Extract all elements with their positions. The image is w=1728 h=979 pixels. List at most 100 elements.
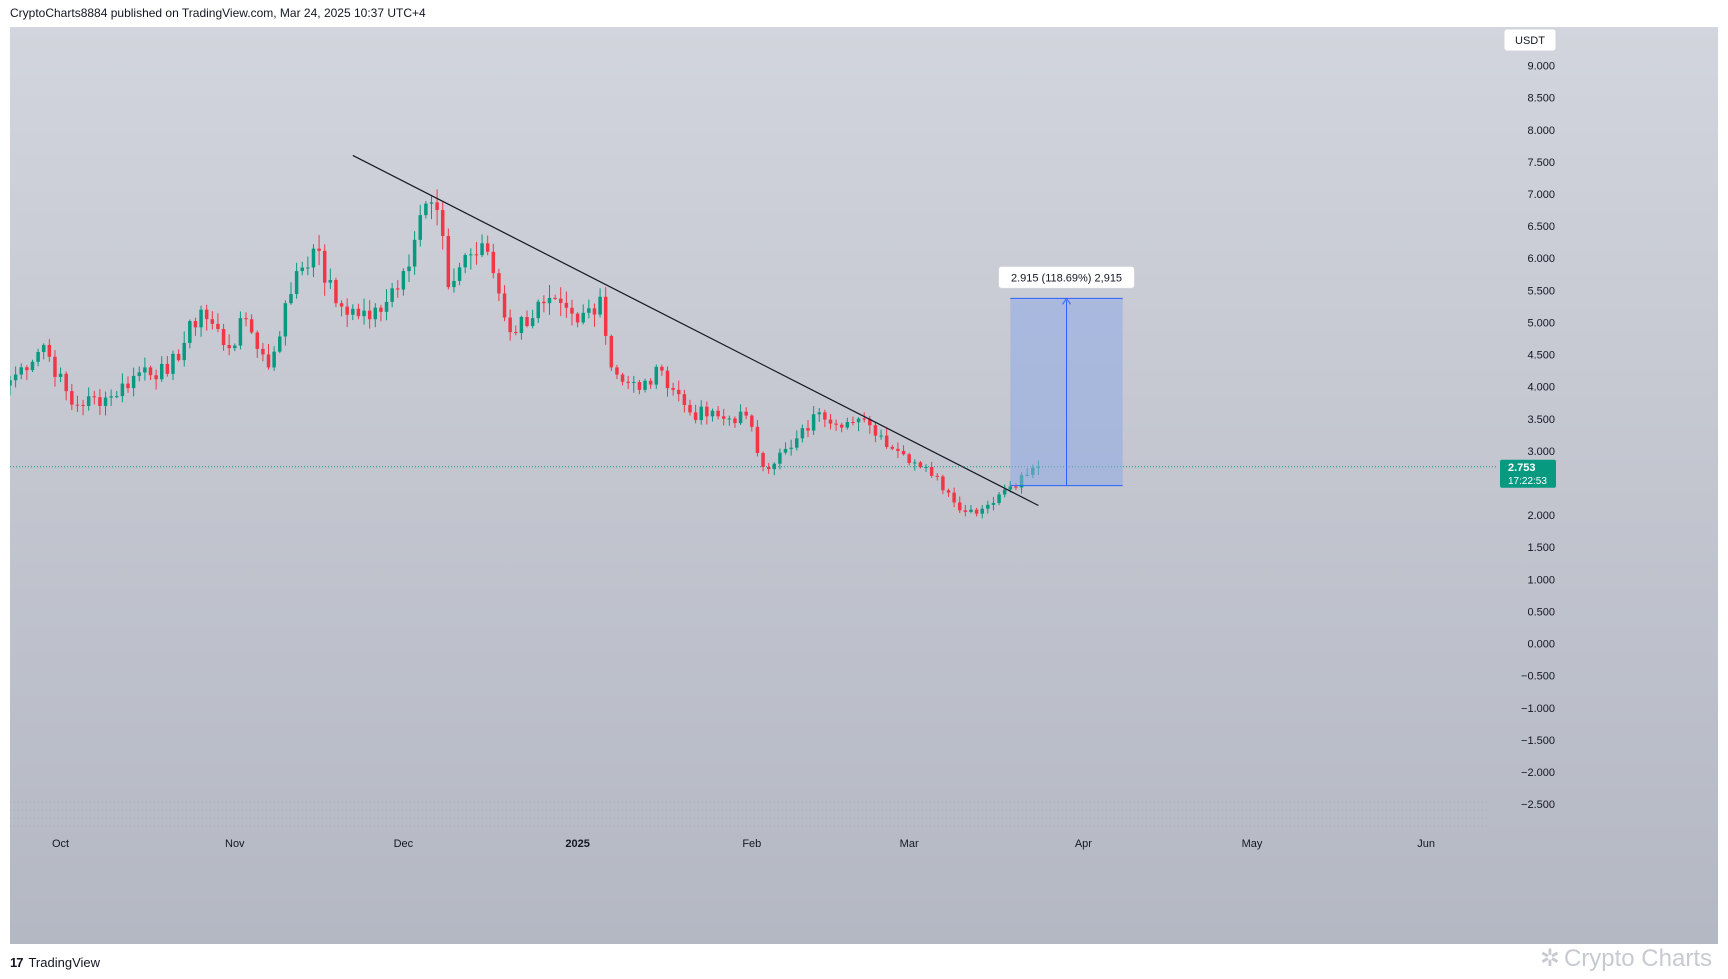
- time-tick-label: Dec: [394, 838, 414, 850]
- price-tick-label: 7.000: [1527, 189, 1555, 201]
- candle-body: [839, 424, 844, 428]
- candle-body: [502, 293, 507, 318]
- candle-body: [716, 410, 720, 417]
- candle-body: [143, 367, 147, 373]
- candle-body: [587, 308, 591, 313]
- candle-body: [862, 418, 866, 420]
- price-tick-label: −2.500: [1521, 799, 1555, 811]
- candle-body: [671, 388, 675, 390]
- candle-body: [289, 294, 293, 304]
- time-tick-label: Feb: [742, 838, 761, 850]
- candle-body: [766, 466, 771, 470]
- candle-body: [997, 494, 1001, 504]
- tradingview-logo[interactable]: 17 TradingView: [10, 952, 100, 972]
- candle-body: [592, 308, 597, 315]
- candle-body: [13, 374, 18, 381]
- candle-body: [761, 453, 765, 467]
- candle-body: [497, 273, 501, 294]
- candle-body: [322, 250, 327, 283]
- candle-body: [677, 389, 681, 395]
- last-price-badge: [1500, 459, 1556, 488]
- candle-body: [126, 383, 130, 389]
- candle-body: [294, 271, 299, 295]
- candle-body: [772, 463, 777, 470]
- candle-body: [935, 475, 940, 477]
- candle-body: [92, 396, 97, 398]
- candle-body: [199, 309, 203, 328]
- candle-body: [620, 374, 625, 382]
- candle-body: [278, 336, 282, 352]
- candle-body: [1014, 486, 1018, 488]
- price-countdown: 17:22:53: [1508, 476, 1547, 487]
- candle-body: [727, 418, 732, 420]
- candle-body: [817, 412, 821, 415]
- candle-body: [249, 319, 254, 333]
- publish-line: CryptoCharts8884 published on TradingVie…: [10, 6, 426, 20]
- candle-body: [446, 235, 451, 288]
- price-tick-label: −2.000: [1521, 767, 1555, 779]
- price-tick-label: 1.000: [1527, 574, 1555, 586]
- candle-body: [424, 203, 428, 216]
- candle-body: [811, 414, 816, 431]
- candle-body: [103, 397, 108, 406]
- candle-body: [53, 356, 57, 377]
- watermark-icon: ✲: [1539, 945, 1560, 972]
- candle-body: [682, 394, 687, 406]
- candle-body: [845, 422, 850, 428]
- candle-body: [491, 251, 496, 274]
- time-tick-label: Apr: [1075, 838, 1092, 850]
- candle-body: [598, 296, 602, 315]
- candle-body: [70, 391, 74, 405]
- candlestick-chart[interactable]: 2.915 (118.69%) 2,915 9.000 8.500 8.000 7.5…: [10, 27, 1718, 944]
- last-price-value: 2.753: [1508, 462, 1536, 474]
- candle-body: [339, 303, 344, 307]
- candle-body: [216, 323, 220, 329]
- candle-body: [665, 370, 670, 389]
- chart-area[interactable]: 2.915 (118.69%) 2,915 9.000 8.500 8.000 7.5…: [10, 27, 1718, 944]
- price-tick-label: 4.500: [1527, 350, 1555, 362]
- candle-body: [873, 425, 878, 436]
- candle-body: [485, 243, 490, 252]
- candle-body: [750, 415, 754, 427]
- candle-body: [806, 428, 810, 431]
- candle-body: [519, 316, 524, 334]
- watermark: ✲ Crypto Charts: [1540, 944, 1712, 973]
- candle-body: [901, 450, 906, 455]
- candle-body: [654, 366, 659, 385]
- candle-body: [974, 509, 979, 514]
- price-axis: 9.000 8.500 8.000 7.500 7.000 6.500 6.000 5.500…: [1500, 28, 1557, 811]
- candle-body: [710, 410, 715, 417]
- candle-body: [525, 316, 529, 327]
- candle-body: [941, 476, 945, 491]
- time-axis: Oct Nov Dec 2025 Feb Mar Apr May Jun: [52, 838, 1435, 850]
- candle-body: [969, 509, 973, 512]
- candle-body: [120, 383, 125, 397]
- candle-body: [86, 396, 91, 406]
- tradingview-mark-icon: 17: [10, 954, 24, 970]
- price-tick-label: −1.000: [1521, 703, 1555, 715]
- candle-body: [311, 248, 316, 268]
- price-tick-label: 6.500: [1527, 221, 1555, 233]
- candle-body: [227, 345, 231, 349]
- currency-label: USDT: [1515, 35, 1545, 47]
- candle-body: [407, 266, 411, 272]
- candle-body: [896, 448, 900, 451]
- candle-body: [244, 318, 248, 320]
- candle-body: [699, 406, 703, 421]
- price-tick-label: 0.500: [1527, 606, 1555, 618]
- price-tick-label: 2.000: [1527, 510, 1555, 522]
- candle-body: [879, 435, 883, 437]
- watermark-text: Crypto Charts: [1563, 944, 1712, 972]
- candle-body: [176, 353, 181, 361]
- candle-body: [632, 382, 636, 384]
- candle-body: [58, 373, 63, 377]
- candle-body: [384, 301, 389, 312]
- candle-body: [367, 310, 372, 320]
- candle-body: [64, 373, 68, 392]
- candle-body: [30, 361, 35, 371]
- candle-body: [165, 363, 170, 374]
- candle-body: [1008, 486, 1013, 490]
- candle-body: [373, 307, 378, 320]
- candle-body: [553, 297, 557, 299]
- time-tick-label: Nov: [225, 838, 245, 850]
